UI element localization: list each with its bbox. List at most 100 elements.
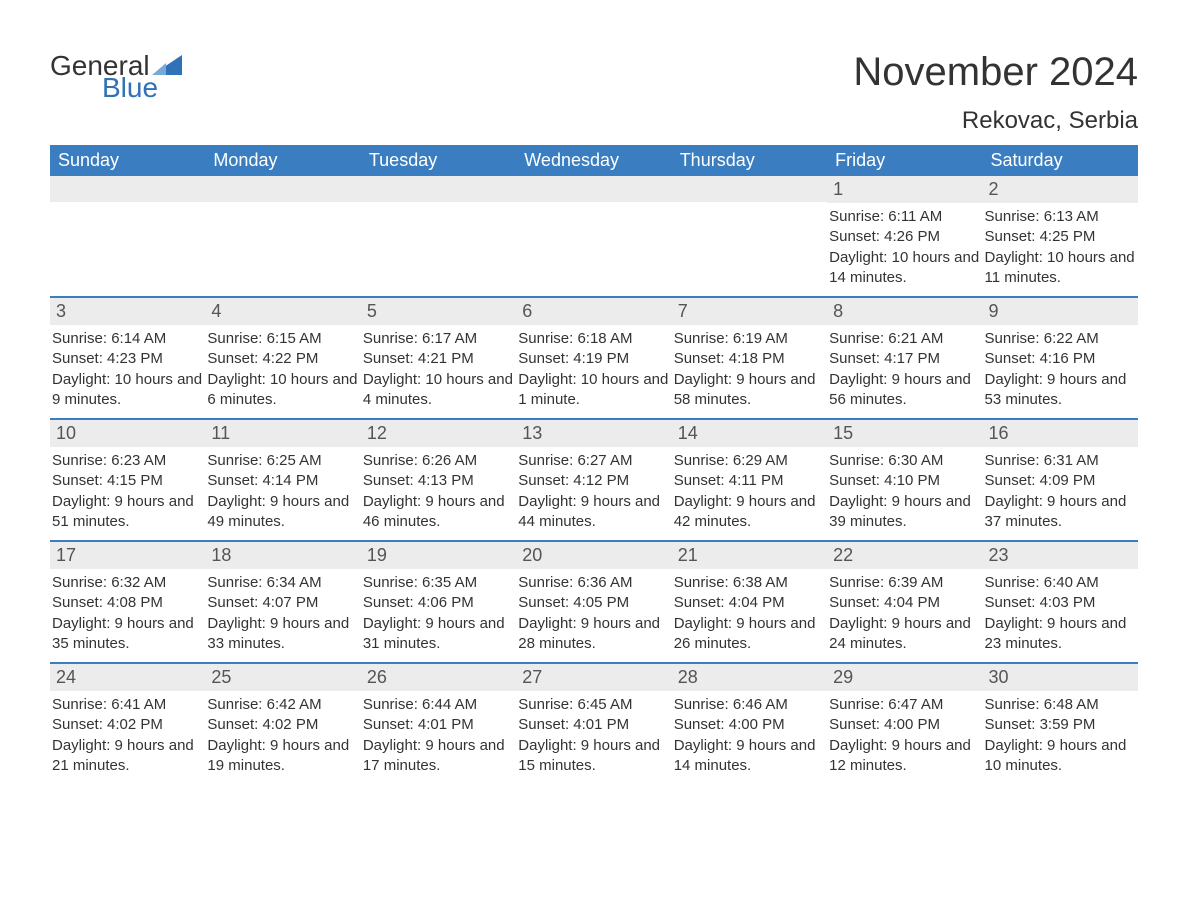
sunrise-line: Sunrise: 6:14 AM — [52, 329, 203, 349]
sunrise-line: Sunrise: 6:35 AM — [363, 573, 514, 593]
daylight-line: Daylight: 9 hours and 39 minutes. — [829, 492, 980, 533]
day-cell — [50, 176, 205, 296]
sunset-line: Sunset: 4:15 PM — [52, 471, 203, 491]
day-number: 26 — [361, 664, 516, 691]
sunset-line: Sunset: 4:04 PM — [829, 593, 980, 613]
day-number: 12 — [361, 420, 516, 447]
title-block: November 2024 Rekovac, Serbia — [853, 50, 1138, 135]
day-cell — [205, 176, 360, 296]
day-number: 30 — [983, 664, 1138, 691]
sunset-line: Sunset: 4:10 PM — [829, 471, 980, 491]
day-number: 23 — [983, 542, 1138, 569]
day-body: Sunrise: 6:32 AMSunset: 4:08 PMDaylight:… — [50, 569, 205, 658]
day-body: Sunrise: 6:29 AMSunset: 4:11 PMDaylight:… — [672, 447, 827, 536]
day-number: 21 — [672, 542, 827, 569]
sunset-line: Sunset: 4:22 PM — [207, 349, 358, 369]
day-cell — [672, 176, 827, 296]
sunset-line: Sunset: 4:19 PM — [518, 349, 669, 369]
sunset-line: Sunset: 4:06 PM — [363, 593, 514, 613]
day-body: Sunrise: 6:47 AMSunset: 4:00 PMDaylight:… — [827, 691, 982, 780]
day-body: Sunrise: 6:25 AMSunset: 4:14 PMDaylight:… — [205, 447, 360, 536]
day-body: Sunrise: 6:46 AMSunset: 4:00 PMDaylight:… — [672, 691, 827, 780]
day-body: Sunrise: 6:42 AMSunset: 4:02 PMDaylight:… — [205, 691, 360, 780]
day-cell — [516, 176, 671, 296]
sunset-line: Sunset: 4:14 PM — [207, 471, 358, 491]
sunrise-line: Sunrise: 6:13 AM — [985, 207, 1136, 227]
day-body: Sunrise: 6:22 AMSunset: 4:16 PMDaylight:… — [983, 325, 1138, 414]
daylight-line: Daylight: 9 hours and 46 minutes. — [363, 492, 514, 533]
sunrise-line: Sunrise: 6:47 AM — [829, 695, 980, 715]
day-of-week-cell: Monday — [205, 145, 360, 176]
day-cell: 12Sunrise: 6:26 AMSunset: 4:13 PMDayligh… — [361, 420, 516, 540]
sunrise-line: Sunrise: 6:41 AM — [52, 695, 203, 715]
day-number: 25 — [205, 664, 360, 691]
sunset-line: Sunset: 4:16 PM — [985, 349, 1136, 369]
sunset-line: Sunset: 4:08 PM — [52, 593, 203, 613]
sunrise-line: Sunrise: 6:44 AM — [363, 695, 514, 715]
sunrise-line: Sunrise: 6:40 AM — [985, 573, 1136, 593]
location-subtitle: Rekovac, Serbia — [853, 107, 1138, 135]
daylight-line: Daylight: 9 hours and 53 minutes. — [985, 370, 1136, 411]
day-number: 2 — [983, 176, 1138, 203]
sunset-line: Sunset: 4:07 PM — [207, 593, 358, 613]
day-body: Sunrise: 6:26 AMSunset: 4:13 PMDaylight:… — [361, 447, 516, 536]
day-cell: 16Sunrise: 6:31 AMSunset: 4:09 PMDayligh… — [983, 420, 1138, 540]
logo: General Blue — [50, 50, 182, 104]
sunrise-line: Sunrise: 6:34 AM — [207, 573, 358, 593]
week-row: 10Sunrise: 6:23 AMSunset: 4:15 PMDayligh… — [50, 418, 1138, 540]
sunrise-line: Sunrise: 6:45 AM — [518, 695, 669, 715]
week-row: 3Sunrise: 6:14 AMSunset: 4:23 PMDaylight… — [50, 296, 1138, 418]
daylight-line: Daylight: 9 hours and 56 minutes. — [829, 370, 980, 411]
sunset-line: Sunset: 4:01 PM — [363, 715, 514, 735]
sunset-line: Sunset: 4:21 PM — [363, 349, 514, 369]
sunset-line: Sunset: 4:00 PM — [674, 715, 825, 735]
day-body: Sunrise: 6:14 AMSunset: 4:23 PMDaylight:… — [50, 325, 205, 414]
sunset-line: Sunset: 4:13 PM — [363, 471, 514, 491]
day-of-week-cell: Friday — [827, 145, 982, 176]
daylight-line: Daylight: 10 hours and 4 minutes. — [363, 370, 514, 411]
sunset-line: Sunset: 4:05 PM — [518, 593, 669, 613]
day-cell: 4Sunrise: 6:15 AMSunset: 4:22 PMDaylight… — [205, 298, 360, 418]
header: General Blue November 2024 Rekovac, Serb… — [50, 50, 1138, 135]
day-number-empty — [205, 176, 360, 202]
day-number: 18 — [205, 542, 360, 569]
day-body: Sunrise: 6:38 AMSunset: 4:04 PMDaylight:… — [672, 569, 827, 658]
sunset-line: Sunset: 4:26 PM — [829, 227, 980, 247]
day-number: 8 — [827, 298, 982, 325]
day-number-empty — [672, 176, 827, 202]
day-cell: 29Sunrise: 6:47 AMSunset: 4:00 PMDayligh… — [827, 664, 982, 784]
sunset-line: Sunset: 4:02 PM — [207, 715, 358, 735]
day-cell: 15Sunrise: 6:30 AMSunset: 4:10 PMDayligh… — [827, 420, 982, 540]
day-cell: 30Sunrise: 6:48 AMSunset: 3:59 PMDayligh… — [983, 664, 1138, 784]
daylight-line: Daylight: 9 hours and 51 minutes. — [52, 492, 203, 533]
sunrise-line: Sunrise: 6:17 AM — [363, 329, 514, 349]
sunrise-line: Sunrise: 6:11 AM — [829, 207, 980, 227]
day-cell: 14Sunrise: 6:29 AMSunset: 4:11 PMDayligh… — [672, 420, 827, 540]
sunrise-line: Sunrise: 6:42 AM — [207, 695, 358, 715]
day-number: 7 — [672, 298, 827, 325]
day-cell: 13Sunrise: 6:27 AMSunset: 4:12 PMDayligh… — [516, 420, 671, 540]
sunrise-line: Sunrise: 6:46 AM — [674, 695, 825, 715]
day-number: 17 — [50, 542, 205, 569]
day-cell: 3Sunrise: 6:14 AMSunset: 4:23 PMDaylight… — [50, 298, 205, 418]
day-body: Sunrise: 6:36 AMSunset: 4:05 PMDaylight:… — [516, 569, 671, 658]
day-body: Sunrise: 6:48 AMSunset: 3:59 PMDaylight:… — [983, 691, 1138, 780]
daylight-line: Daylight: 9 hours and 10 minutes. — [985, 736, 1136, 777]
sunset-line: Sunset: 4:17 PM — [829, 349, 980, 369]
day-cell: 28Sunrise: 6:46 AMSunset: 4:00 PMDayligh… — [672, 664, 827, 784]
day-body: Sunrise: 6:11 AMSunset: 4:26 PMDaylight:… — [827, 203, 982, 292]
day-body: Sunrise: 6:18 AMSunset: 4:19 PMDaylight:… — [516, 325, 671, 414]
sunset-line: Sunset: 4:23 PM — [52, 349, 203, 369]
day-of-week-cell: Sunday — [50, 145, 205, 176]
day-cell: 2Sunrise: 6:13 AMSunset: 4:25 PMDaylight… — [983, 176, 1138, 296]
sunrise-line: Sunrise: 6:38 AM — [674, 573, 825, 593]
day-body: Sunrise: 6:39 AMSunset: 4:04 PMDaylight:… — [827, 569, 982, 658]
daylight-line: Daylight: 9 hours and 28 minutes. — [518, 614, 669, 655]
daylight-line: Daylight: 9 hours and 21 minutes. — [52, 736, 203, 777]
logo-text-blue: Blue — [102, 72, 182, 104]
day-number: 16 — [983, 420, 1138, 447]
sunrise-line: Sunrise: 6:39 AM — [829, 573, 980, 593]
day-number: 3 — [50, 298, 205, 325]
daylight-line: Daylight: 9 hours and 14 minutes. — [674, 736, 825, 777]
sunrise-line: Sunrise: 6:26 AM — [363, 451, 514, 471]
